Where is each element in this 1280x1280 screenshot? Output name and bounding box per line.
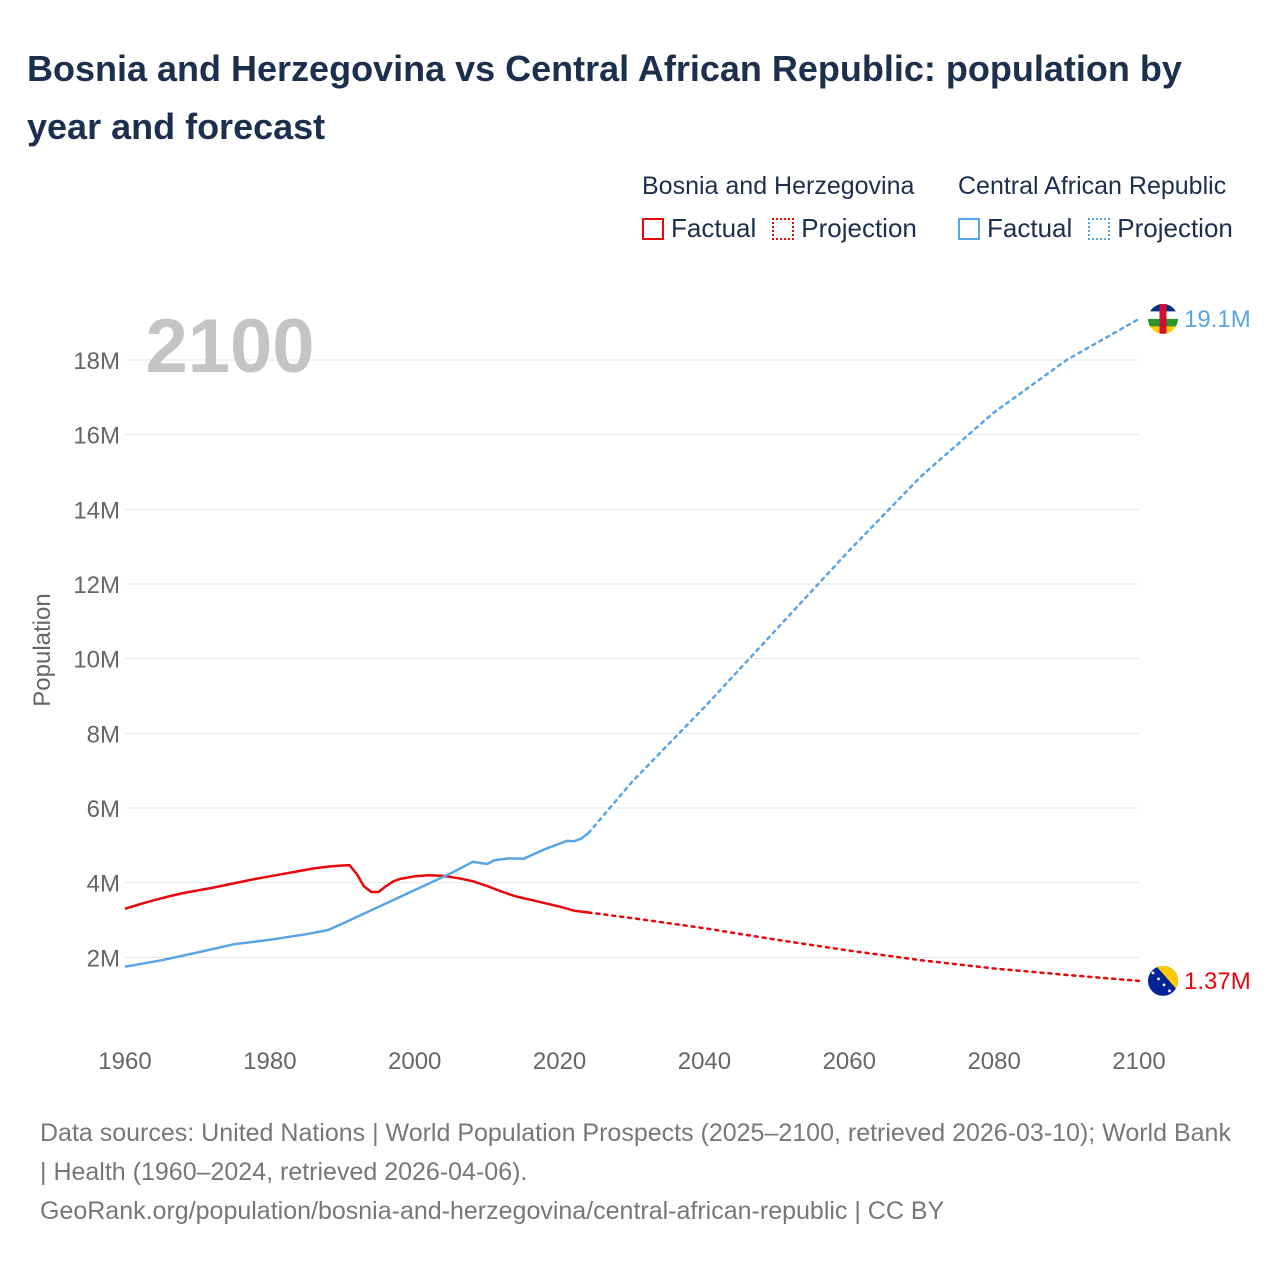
footer-url[interactable]: GeoRank.org/population/bosnia-and-herzeg…: [40, 1197, 945, 1225]
end-markers: 19.1M 1.37M: [1148, 303, 1251, 996]
legend-bosnia-factual[interactable]: Factual: [642, 213, 756, 244]
legend-bosnia-factual-label: Factual: [671, 213, 757, 243]
y-tick-label: 10M: [73, 647, 120, 674]
legend-bosnia-projection-label: Projection: [801, 213, 917, 243]
end-value-label-car: 19.1M: [1184, 306, 1251, 333]
chart-title: Bosnia and Herzegovina vs Central Africa…: [27, 48, 1182, 147]
legend-swatch-dotted-blue: [1088, 217, 1111, 240]
legend-swatch-dotted-red: [772, 217, 795, 240]
legend-bosnia-name: Bosnia and Herzegovina: [642, 172, 915, 200]
x-tick-label: 2000: [388, 1048, 441, 1075]
x-tick-label: 2060: [823, 1048, 876, 1075]
y-axis-ticks: 2M 4M 6M 8M 10M 12M 14M 16M 18M: [73, 348, 120, 972]
y-tick-label: 2M: [87, 945, 120, 972]
population-chart: 2M 4M 6M 8M 10M 12M 14M 16M 18M 1960 1980 2000 2020…: [29, 303, 1251, 1075]
legend-car-factual[interactable]: Factual: [958, 213, 1072, 244]
series-line-car-factual: [124, 832, 590, 968]
legend-car-projection[interactable]: Projection: [1088, 213, 1233, 244]
flag-star: [1157, 977, 1160, 981]
y-tick-label: 14M: [73, 497, 120, 524]
y-tick-label: 18M: [73, 348, 120, 375]
bosnia-flag-icon: [1148, 965, 1178, 996]
flag-stripe: [1159, 303, 1167, 334]
central-african-republic-flag-icon: [1148, 303, 1178, 334]
flag-star: [1162, 983, 1166, 987]
legend-car-projection-label: Projection: [1117, 213, 1233, 243]
series-line-car-projection: [587, 317, 1141, 835]
legend-car-name: Central African Republic: [958, 172, 1227, 200]
x-axis-ticks: 1960 1980 2000 2020 2040 2060 2080 2100: [98, 1048, 1165, 1075]
footer: Data sources: United Nations | World Pop…: [40, 1114, 1240, 1231]
y-tick-label: 4M: [87, 871, 120, 898]
y-axis-label: Population: [29, 593, 56, 706]
legend-bosnia: Bosnia and Herzegovina Factual Projectio…: [642, 172, 933, 244]
legend-swatch-solid-blue: [958, 217, 980, 240]
x-tick-label: 2080: [967, 1048, 1020, 1075]
x-tick-label: 2040: [678, 1048, 731, 1075]
flag-star: [1168, 989, 1171, 993]
flag-triangle: [1156, 965, 1178, 991]
current-year-label: 2100: [145, 304, 314, 389]
end-value-label-bosnia: 1.37M: [1184, 968, 1251, 995]
grid-lines: [125, 359, 1139, 958]
series-lines: [124, 317, 1141, 983]
y-tick-label: 8M: [87, 721, 120, 748]
x-tick-label: 1980: [243, 1048, 296, 1075]
flag-star: [1151, 971, 1155, 975]
footer-sources: Data sources: United Nations | World Pop…: [40, 1119, 1231, 1186]
series-line-bosnia-factual: [124, 863, 589, 914]
legend-bosnia-projection[interactable]: Projection: [772, 213, 917, 244]
series-line-bosnia-projection: [587, 911, 1141, 983]
y-tick-label: 6M: [87, 796, 120, 823]
y-tick-label: 12M: [73, 572, 120, 599]
y-tick-label: 16M: [73, 423, 120, 450]
legend-car-factual-label: Factual: [987, 213, 1073, 243]
legend-swatch-solid-red: [642, 217, 664, 240]
x-tick-label: 1960: [98, 1048, 151, 1075]
legend-car: Central African Republic Factual Project…: [958, 172, 1249, 244]
x-tick-label: 2020: [533, 1048, 586, 1075]
x-tick-label: 2100: [1112, 1048, 1165, 1075]
